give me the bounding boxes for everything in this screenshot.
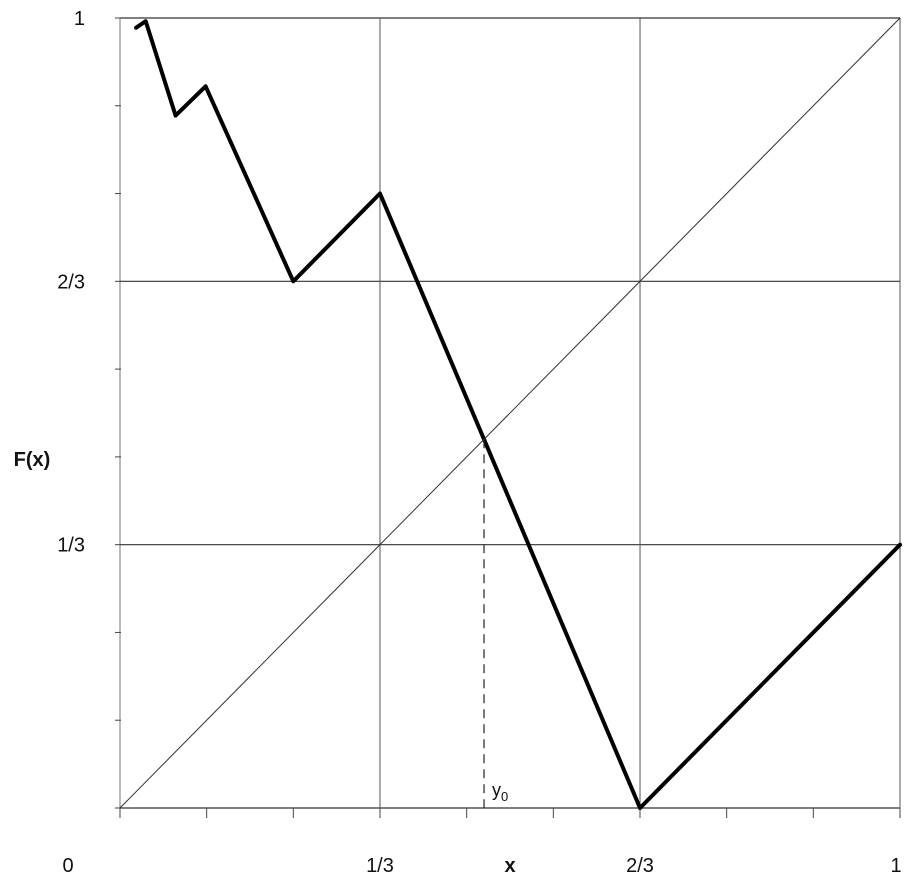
x-tick-label: 2/3 [626, 855, 654, 877]
y-tick-label: 1 [74, 8, 85, 30]
tick-labels: 0 1/3 2/3 1 1/3 2/3 1 [57, 8, 901, 877]
x-tick-label: 0 [62, 855, 73, 877]
x-axis-label: x [504, 855, 515, 877]
y-tick-label: 1/3 [57, 535, 85, 557]
diagonal-line [119, 17, 901, 809]
y0-label: y0 [492, 780, 508, 804]
y-axis-label: F(x) [14, 449, 51, 471]
function-curve [134, 19, 902, 810]
x-tick-label: 1 [890, 855, 901, 877]
chart-grid [119, 17, 901, 809]
x-tick-label: 1/3 [366, 855, 394, 877]
minor-ticks [115, 17, 901, 818]
y-tick-label: 2/3 [57, 271, 85, 293]
annotation-layer: y0 [483, 439, 508, 808]
series-layer [119, 17, 902, 810]
